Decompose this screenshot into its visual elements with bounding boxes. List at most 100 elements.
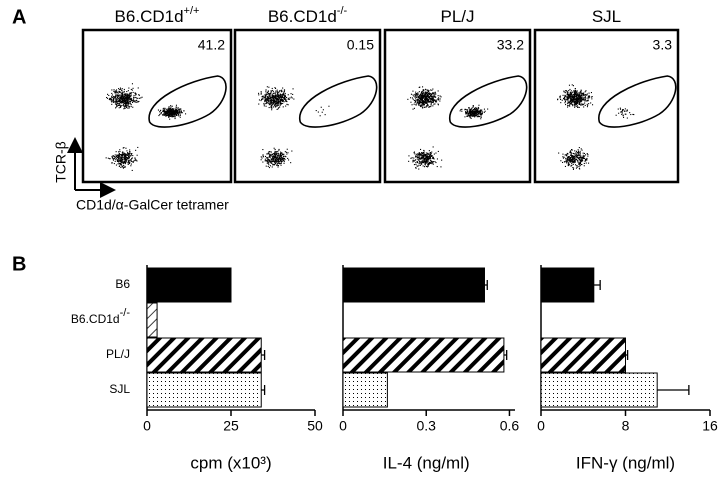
dot	[580, 163, 582, 165]
dot	[270, 92, 272, 94]
dot	[578, 165, 580, 167]
dot	[273, 155, 275, 157]
dot	[567, 156, 569, 158]
dot	[431, 89, 433, 91]
dot	[120, 104, 122, 106]
dot	[122, 152, 124, 154]
dot	[581, 159, 583, 161]
dot	[577, 160, 579, 162]
dot	[474, 112, 476, 114]
dot	[280, 155, 282, 157]
dot	[115, 98, 117, 100]
dot	[118, 156, 120, 158]
dot	[123, 161, 125, 163]
dot	[427, 160, 429, 162]
dot	[571, 103, 573, 105]
dot	[116, 101, 118, 103]
dot	[412, 98, 414, 100]
dot	[424, 164, 426, 166]
dot	[118, 100, 120, 102]
dot	[422, 152, 424, 154]
dot	[420, 104, 422, 106]
dot	[163, 107, 165, 109]
dot	[424, 161, 426, 163]
dot	[119, 97, 121, 99]
dot	[115, 94, 117, 96]
dot	[471, 113, 473, 115]
dot	[432, 99, 434, 101]
dot	[290, 162, 292, 164]
dot	[570, 157, 572, 159]
dot	[570, 152, 572, 154]
dot	[439, 95, 441, 97]
dot	[267, 157, 269, 159]
dot	[272, 158, 274, 160]
dot	[588, 92, 590, 94]
dots	[557, 84, 635, 170]
dot	[270, 106, 272, 108]
dot	[427, 159, 429, 161]
dot	[425, 160, 427, 162]
dot	[434, 93, 436, 95]
dot	[126, 96, 128, 98]
dot	[578, 163, 580, 165]
dot	[173, 116, 175, 118]
dot	[123, 158, 125, 160]
dot	[275, 152, 277, 154]
dot	[471, 107, 473, 109]
dot	[427, 153, 429, 155]
dot	[619, 107, 621, 109]
dot	[112, 100, 114, 102]
dot	[569, 103, 571, 105]
dot	[562, 161, 564, 163]
dot	[425, 101, 427, 103]
dot	[568, 90, 570, 92]
dot	[435, 100, 437, 102]
dot	[428, 93, 430, 95]
dot	[284, 151, 286, 153]
dot	[113, 95, 115, 97]
dot	[586, 157, 588, 159]
dot	[583, 103, 585, 105]
dot	[624, 113, 626, 115]
dot	[277, 104, 279, 106]
dot	[169, 107, 171, 109]
dot	[275, 105, 277, 107]
dot	[282, 159, 284, 161]
dot	[280, 158, 282, 160]
dot	[428, 93, 430, 95]
dot	[278, 160, 280, 162]
dot	[430, 161, 432, 163]
dot	[568, 94, 570, 96]
dot	[581, 164, 583, 166]
dot	[413, 107, 415, 109]
dot	[473, 113, 475, 115]
dot	[271, 153, 273, 155]
dot	[278, 94, 280, 96]
dot	[119, 87, 121, 89]
dot	[428, 163, 430, 165]
dot	[439, 100, 441, 102]
dot	[287, 94, 289, 96]
dot	[127, 162, 129, 164]
dot	[474, 116, 476, 118]
dot	[570, 94, 572, 96]
dot	[268, 164, 270, 166]
dot	[429, 93, 431, 95]
dot	[580, 155, 582, 157]
dot	[461, 108, 463, 110]
dot	[576, 152, 578, 154]
dot	[574, 96, 576, 98]
dot	[121, 97, 123, 99]
dot	[575, 99, 577, 101]
dot	[424, 158, 426, 160]
dot	[128, 106, 130, 108]
dot	[413, 151, 415, 153]
dot	[128, 95, 130, 97]
dot	[263, 105, 265, 107]
dot	[423, 158, 425, 160]
dot	[577, 150, 579, 152]
dot	[125, 98, 127, 100]
dot	[565, 158, 567, 160]
dot	[434, 100, 436, 102]
